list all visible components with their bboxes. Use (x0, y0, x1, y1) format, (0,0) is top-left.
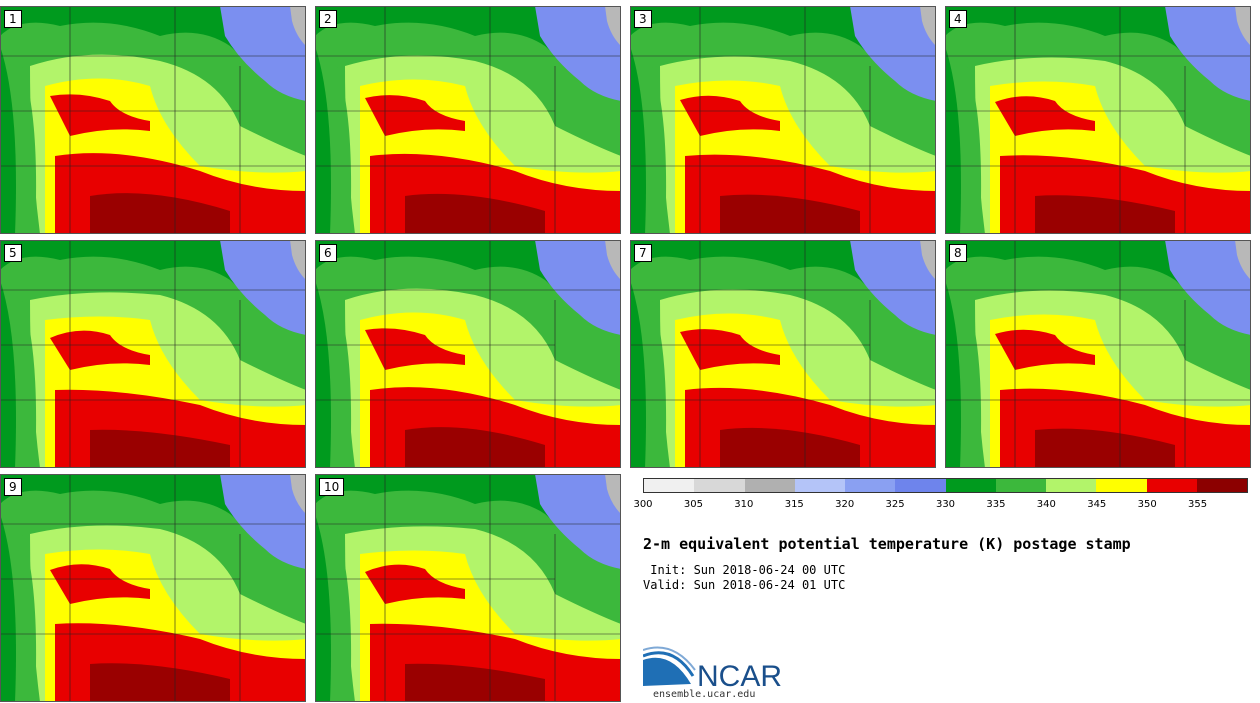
colorbar-tick-label: 335 (986, 499, 1006, 510)
member-number: 6 (319, 244, 337, 262)
member-number: 10 (319, 478, 345, 496)
ncar-logo: NCAR (643, 646, 782, 691)
member-number: 9 (4, 478, 22, 496)
site-url: ensemble.ucar.edu (653, 689, 756, 700)
postage-stamp-map: 10 (315, 474, 621, 702)
postage-stamp-map: 2 (315, 6, 621, 234)
member-number: 5 (4, 244, 22, 262)
member-number: 8 (949, 244, 967, 262)
colorbar-swatch (845, 479, 896, 492)
colorbar-tick-label: 355 (1188, 499, 1208, 510)
colorbar-tick-label: 325 (885, 499, 905, 510)
colorbar-swatch (945, 479, 996, 492)
member-number: 4 (949, 10, 967, 28)
colorbar-swatch (1196, 479, 1247, 492)
postage-stamp-map: 8 (945, 240, 1251, 468)
colorbar-tick-label: 330 (935, 499, 956, 510)
colorbar-tick-label: 310 (734, 499, 754, 510)
colorbar-swatch (1046, 479, 1097, 492)
postage-stamp-map: 6 (315, 240, 621, 468)
colorbar-swatch (744, 479, 795, 492)
postage-stamp-map: 3 (630, 6, 936, 234)
colorbar-ticks: 300 305 310 315 320 325 330 335 340 345 350 355 (633, 499, 1248, 513)
colorbar-tick-label: 305 (683, 499, 703, 510)
postage-stamp-map: 4 (945, 6, 1251, 234)
colorbar (643, 478, 1248, 493)
valid-time: Valid: Sun 2018-06-24 01 UTC (643, 578, 846, 592)
postage-stamp-map: 1 (0, 6, 306, 234)
colorbar-tick-label: 340 (1036, 499, 1056, 510)
colorbar-tick-label: 350 (1137, 499, 1157, 510)
member-number: 3 (634, 10, 652, 28)
colorbar-swatch (794, 479, 845, 492)
init-time: Init: Sun 2018-06-24 00 UTC (643, 563, 846, 577)
postage-stamp-map: 9 (0, 474, 306, 702)
member-number: 2 (319, 10, 337, 28)
colorbar-tick-label: 300 (633, 499, 653, 510)
postage-stamp-map: 5 (0, 240, 306, 468)
colorbar-tick-label: 345 (1087, 499, 1107, 510)
figure-title: 2-m equivalent potential temperature (K)… (643, 535, 1131, 553)
member-number: 1 (4, 10, 22, 28)
colorbar-tick-label: 320 (835, 499, 855, 510)
postage-stamp-map: 7 (630, 240, 936, 468)
member-number: 7 (634, 244, 652, 262)
logo-text: NCAR (697, 660, 782, 691)
colorbar-swatch (995, 479, 1046, 492)
colorbar-swatch (895, 479, 946, 492)
colorbar-swatch (1146, 479, 1197, 492)
time-info: Init: Sun 2018-06-24 00 UTC Valid: Sun 2… (643, 563, 845, 593)
colorbar-swatch (694, 479, 745, 492)
colorbar-swatch (644, 479, 695, 492)
colorbar-swatch (1096, 479, 1147, 492)
colorbar-tick-label: 315 (784, 499, 804, 510)
